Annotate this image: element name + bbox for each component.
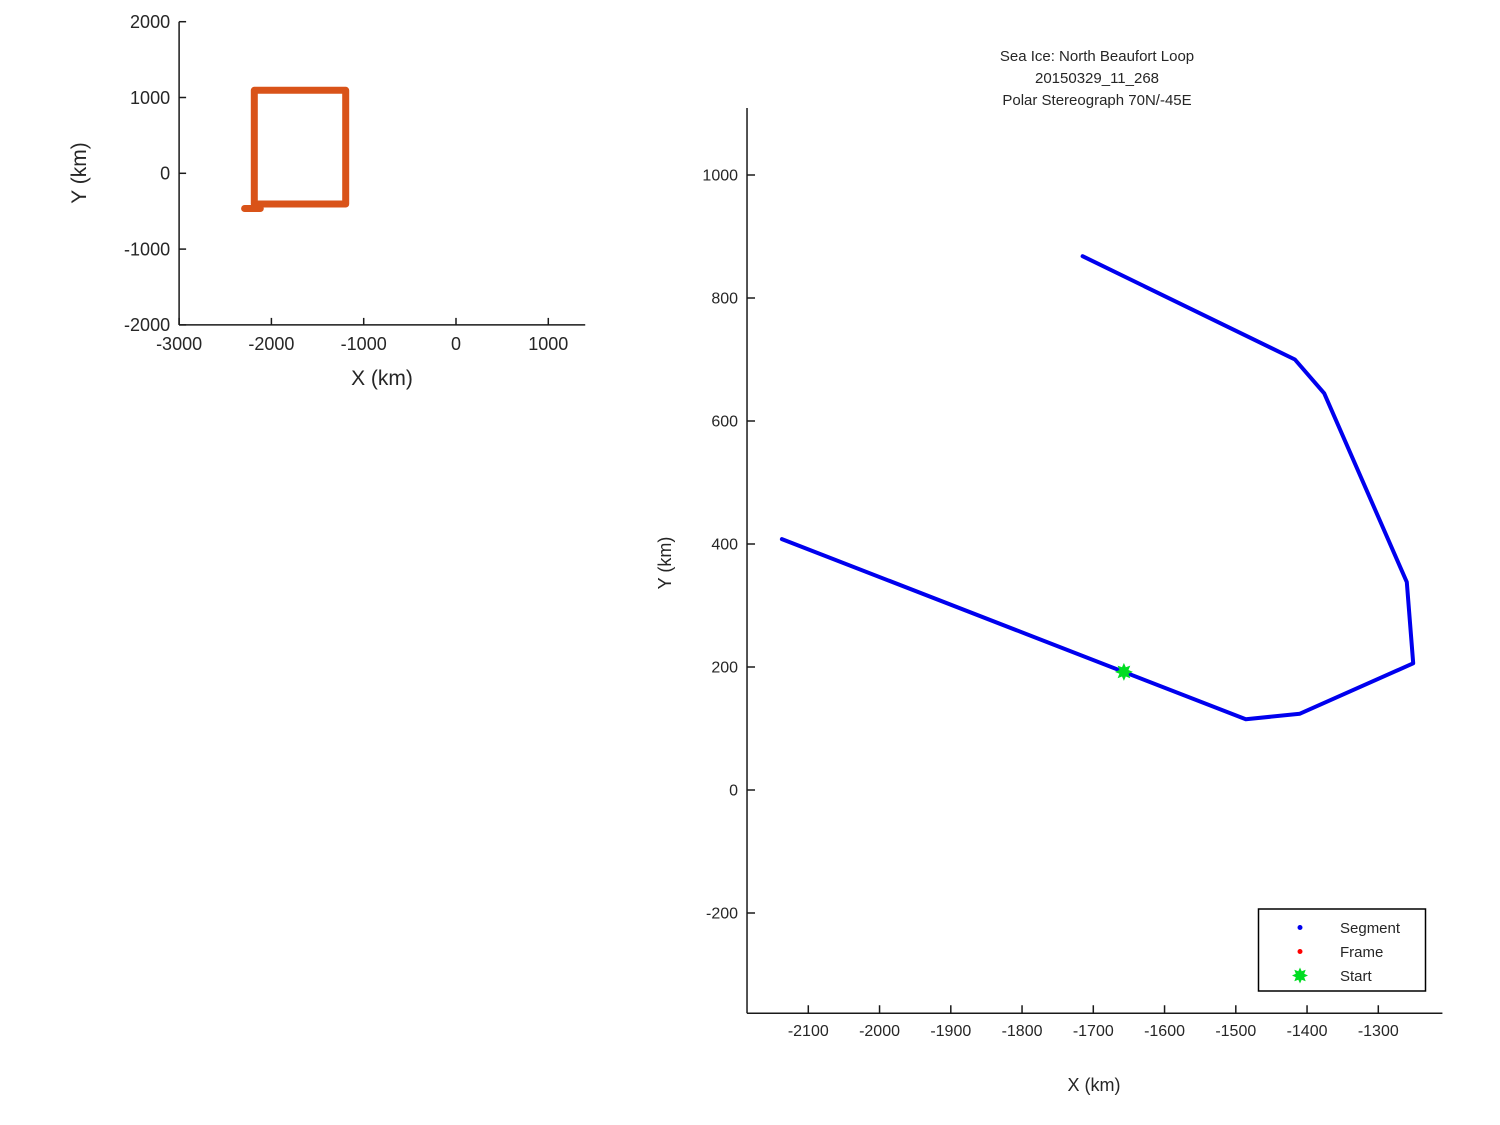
- overview-y-axis-label: Y (km): [68, 142, 91, 203]
- y-tick-label: 2000: [130, 12, 170, 32]
- legend-box: [1257, 908, 1427, 992]
- series-segment: [779, 254, 1416, 722]
- x-tick-label: -1300: [1358, 1023, 1399, 1040]
- main-plot: Sea Ice: North Beaufort Loop 20150329_11…: [655, 48, 1443, 1095]
- x-tick-label: -1800: [1002, 1023, 1043, 1040]
- overview-plot: -3000 -2000 -1000 0 1000-2000-1000010002000 …: [68, 12, 586, 390]
- y-tick-label: -200: [706, 906, 738, 923]
- start-marker: [1114, 662, 1133, 681]
- x-tick-label: -1700: [1073, 1023, 1114, 1040]
- y-tick-label: 600: [711, 414, 738, 431]
- plot-title-line-2: 20150329_11_268: [1035, 70, 1159, 87]
- x-tick-label: -2000: [859, 1023, 900, 1040]
- y-tick-label: -2000: [124, 315, 170, 335]
- plot-title-line-1: Sea Ice: North Beaufort Loop: [1000, 48, 1194, 65]
- y-tick-label: 400: [711, 537, 738, 554]
- plot-title-line-3: Polar Stereograph 70N/-45E: [1002, 92, 1191, 109]
- legend-label-frame: Frame: [1340, 944, 1383, 961]
- legend-segment-marker-icon: [1297, 925, 1303, 930]
- x-tick-label: 0: [451, 334, 461, 354]
- y-tick-label: 0: [729, 783, 738, 800]
- y-tick-label: 200: [711, 660, 738, 677]
- series-swath-outline: [250, 86, 350, 208]
- x-tick-label: -3000: [156, 334, 202, 354]
- x-tick-label: -1000: [341, 334, 387, 354]
- y-tick-label: -1000: [124, 239, 170, 259]
- legend-frame-marker-icon: [1297, 949, 1303, 954]
- legend-label-start: Start: [1340, 968, 1373, 985]
- main-plot-axes: -2100 -2000 -1900 -1800 -1700 -1600 -1500 -1400…: [702, 107, 1443, 1040]
- y-tick-label: 1000: [702, 168, 738, 185]
- x-tick-label: -2100: [788, 1023, 829, 1040]
- main-x-axis-label: X (km): [1068, 1075, 1121, 1095]
- overview-x-axis-label: X (km): [351, 367, 413, 390]
- x-tick-label: -1600: [1144, 1023, 1185, 1040]
- x-tick-label: -1400: [1287, 1023, 1328, 1040]
- x-tick-label: 1000: [528, 334, 568, 354]
- y-tick-label: 1000: [130, 88, 170, 108]
- main-y-axis-label: Y (km): [655, 537, 675, 590]
- legend-start-marker-icon: [1292, 967, 1308, 984]
- x-tick-label: -1900: [930, 1023, 971, 1040]
- legend: Segment Frame Start: [1257, 908, 1427, 992]
- x-tick-label: -2000: [248, 334, 294, 354]
- y-tick-label: 0: [160, 164, 170, 184]
- x-tick-label: -1500: [1215, 1023, 1256, 1040]
- legend-label-segment: Segment: [1340, 920, 1401, 937]
- y-tick-label: 800: [711, 291, 738, 308]
